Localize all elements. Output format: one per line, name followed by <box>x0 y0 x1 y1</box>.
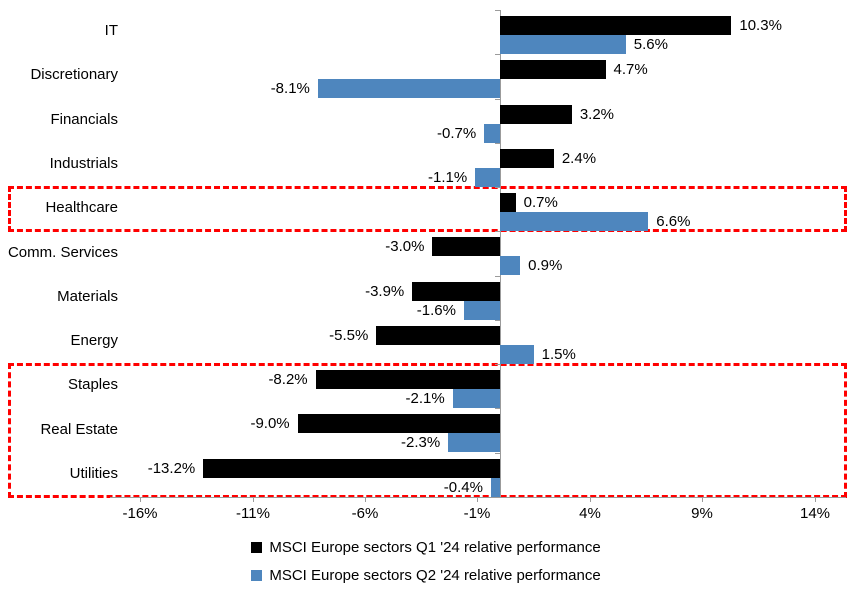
bar-value-label: -2.1% <box>405 390 445 408</box>
bar-value-label: 0.9% <box>528 257 563 275</box>
bar-q2-discretionary <box>317 79 500 99</box>
bar-value-label: -8.1% <box>270 80 310 98</box>
legend-entry-q1: MSCI Europe sectors Q1 '24 relative perf… <box>0 533 852 561</box>
value-axis-line <box>110 497 846 498</box>
bar-q1-energy <box>376 325 500 345</box>
bar-value-label: 10.3% <box>739 17 782 34</box>
bar-q1-staples <box>315 370 500 390</box>
value-axis-tick <box>815 497 816 502</box>
bar-q1-discretionary <box>499 60 606 80</box>
category-label: Comm. Services <box>7 244 118 261</box>
category-axis-tick <box>495 10 500 11</box>
value-axis-tick <box>365 497 366 502</box>
category-label: Staples <box>67 376 118 393</box>
chart-legend: MSCI Europe sectors Q1 '24 relative perf… <box>0 533 852 589</box>
bar-q2-staples <box>452 389 500 409</box>
category-label: Utilities <box>69 465 118 482</box>
bar-value-label: -1.1% <box>428 168 468 186</box>
bar-q1-real-estate <box>297 414 500 434</box>
legend-label: MSCI Europe sectors Q2 '24 relative perf… <box>269 566 601 584</box>
highlight-box-1 <box>8 186 847 233</box>
bar-q2-industrials <box>475 167 500 187</box>
legend-entry-q2: MSCI Europe sectors Q2 '24 relative perf… <box>0 561 852 589</box>
category-axis-tick <box>495 187 500 188</box>
value-axis-tick-label: -16% <box>122 505 158 522</box>
bar-value-label: 3.2% <box>579 105 615 123</box>
value-axis-tick-label: 14% <box>799 505 831 522</box>
bar-q2-financials <box>484 123 500 143</box>
value-axis-tick-label: -6% <box>351 505 379 522</box>
bar-value-label: 0.7% <box>523 194 558 212</box>
category-label: Energy <box>70 332 118 349</box>
category-axis-tick <box>495 276 500 277</box>
bar-q2-utilities <box>490 477 500 497</box>
category-label: Discretionary <box>30 66 118 83</box>
value-axis-tick <box>253 497 254 502</box>
category-axis-tick <box>495 143 500 144</box>
bar-value-label: -5.5% <box>329 326 369 344</box>
bar-value-label: -3.0% <box>385 238 425 256</box>
value-axis-tick <box>477 497 478 502</box>
category-label: Materials <box>57 288 118 305</box>
bar-value-label: -3.9% <box>365 282 405 300</box>
bar-q1-it <box>499 16 732 35</box>
bar-q2-real-estate <box>448 433 500 453</box>
value-axis-tick-label: 4% <box>579 505 601 522</box>
category-label: Healthcare <box>45 199 118 216</box>
category-axis-tick <box>495 364 500 365</box>
category-axis-tick <box>495 99 500 100</box>
legend-swatch-icon <box>251 569 263 581</box>
bar-value-label: 2.4% <box>561 149 597 167</box>
bar-value-label: -2.3% <box>401 434 441 452</box>
bar-value-label: 6.6% <box>656 213 691 231</box>
bar-q2-it <box>499 35 626 54</box>
category-axis-tick <box>495 54 500 55</box>
category-label: IT <box>104 22 118 39</box>
bar-value-label: -13.2% <box>147 459 196 477</box>
bar-value-label: 4.7% <box>613 61 648 79</box>
legend-label: MSCI Europe sectors Q1 '24 relative perf… <box>269 538 601 556</box>
value-axis-tick <box>140 497 141 502</box>
category-label: Real Estate <box>40 421 118 438</box>
bar-q2-materials <box>463 300 500 320</box>
category-label: Industrials <box>49 155 118 172</box>
category-label: Financials <box>50 111 118 128</box>
value-axis-tick <box>590 497 591 502</box>
category-axis-line <box>500 10 501 497</box>
value-axis-tick <box>702 497 703 502</box>
bar-q1-financials <box>499 104 572 124</box>
bar-q1-comm-services <box>432 237 500 257</box>
value-axis-tick-label: 9% <box>691 505 713 522</box>
legend-swatch-icon <box>251 541 263 553</box>
bar-q2-comm-services <box>499 256 521 276</box>
category-axis-tick <box>495 453 500 454</box>
bar-q1-industrials <box>499 148 554 168</box>
bar-value-label: -0.4% <box>443 478 483 496</box>
bar-q1-healthcare <box>499 193 516 213</box>
bar-value-label: -1.6% <box>416 301 456 319</box>
value-axis-tick-label: -11% <box>236 505 270 522</box>
highlight-box-2 <box>8 363 847 498</box>
bar-value-label: 5.6% <box>633 36 668 53</box>
category-axis-tick <box>495 408 500 409</box>
bar-value-label: -0.7% <box>436 124 477 142</box>
bar-q1-materials <box>412 281 500 301</box>
value-axis-tick-label: -1% <box>463 505 491 522</box>
category-axis-tick <box>495 320 500 321</box>
bar-q2-energy <box>499 344 534 364</box>
bar-value-label: 1.5% <box>541 345 576 363</box>
bar-value-label: -8.2% <box>268 371 308 389</box>
category-axis-tick <box>495 231 500 232</box>
bar-q2-healthcare <box>499 212 649 232</box>
bar-value-label: -9.0% <box>250 415 290 433</box>
bar-q1-utilities <box>203 458 500 478</box>
